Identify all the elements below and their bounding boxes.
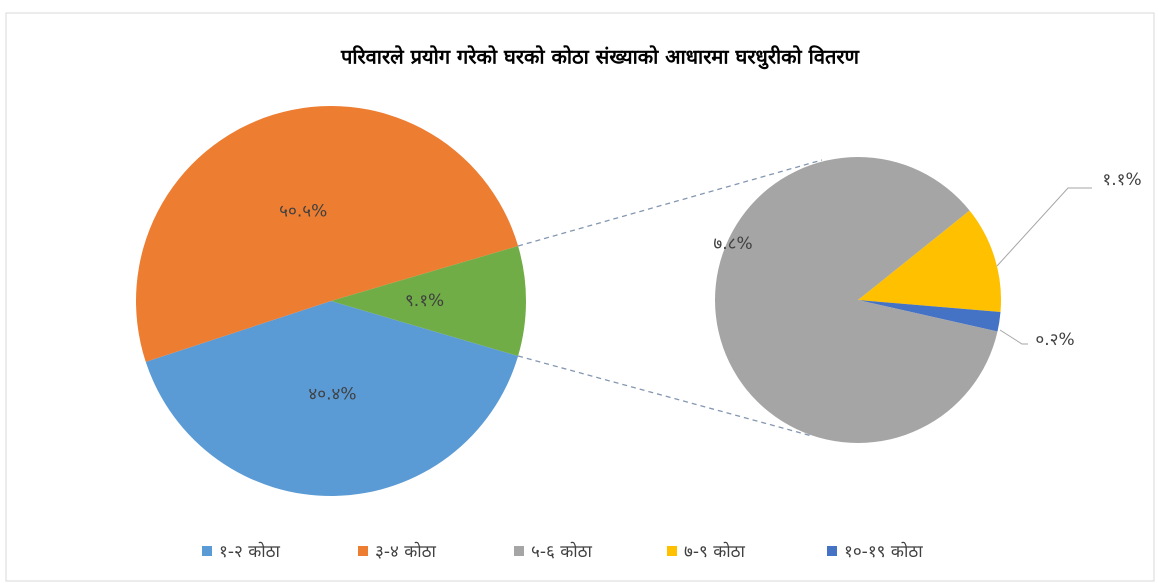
data-label: १.१% <box>1102 170 1141 190</box>
pie-slice <box>135 105 519 362</box>
pie-slice <box>858 210 1002 312</box>
leader-line <box>999 329 1028 345</box>
data-label: ७.८% <box>713 234 752 254</box>
data-label: ०.२% <box>1035 330 1074 350</box>
pie-slice <box>145 301 519 497</box>
pie-slice <box>858 300 1001 332</box>
legend-label: ७-९ कोठा <box>684 541 746 562</box>
legend-swatch <box>514 546 524 556</box>
legend-swatch <box>358 546 368 556</box>
connector-line <box>517 159 823 247</box>
data-label: ९.१% <box>405 291 444 311</box>
legend-swatch <box>667 546 677 556</box>
legend-label: ३-४ कोठा <box>375 541 437 562</box>
leader-line <box>996 187 1092 267</box>
legend-label: ५-६ कोठा <box>531 541 593 562</box>
legend-swatch <box>202 546 212 556</box>
legend-swatch <box>827 546 837 556</box>
pie-slice <box>331 246 526 356</box>
chart-title: परिवारले प्रयोग गरेको घरको कोठा संख्याको… <box>340 45 861 70</box>
data-label: ५०.५% <box>279 202 327 222</box>
connector-line <box>517 355 813 437</box>
legend-label: १०-१९ कोठा <box>844 541 923 562</box>
pie-slice <box>715 156 998 443</box>
legend-label: १-२ कोठा <box>219 541 281 562</box>
data-label: ४०.४% <box>308 385 356 405</box>
